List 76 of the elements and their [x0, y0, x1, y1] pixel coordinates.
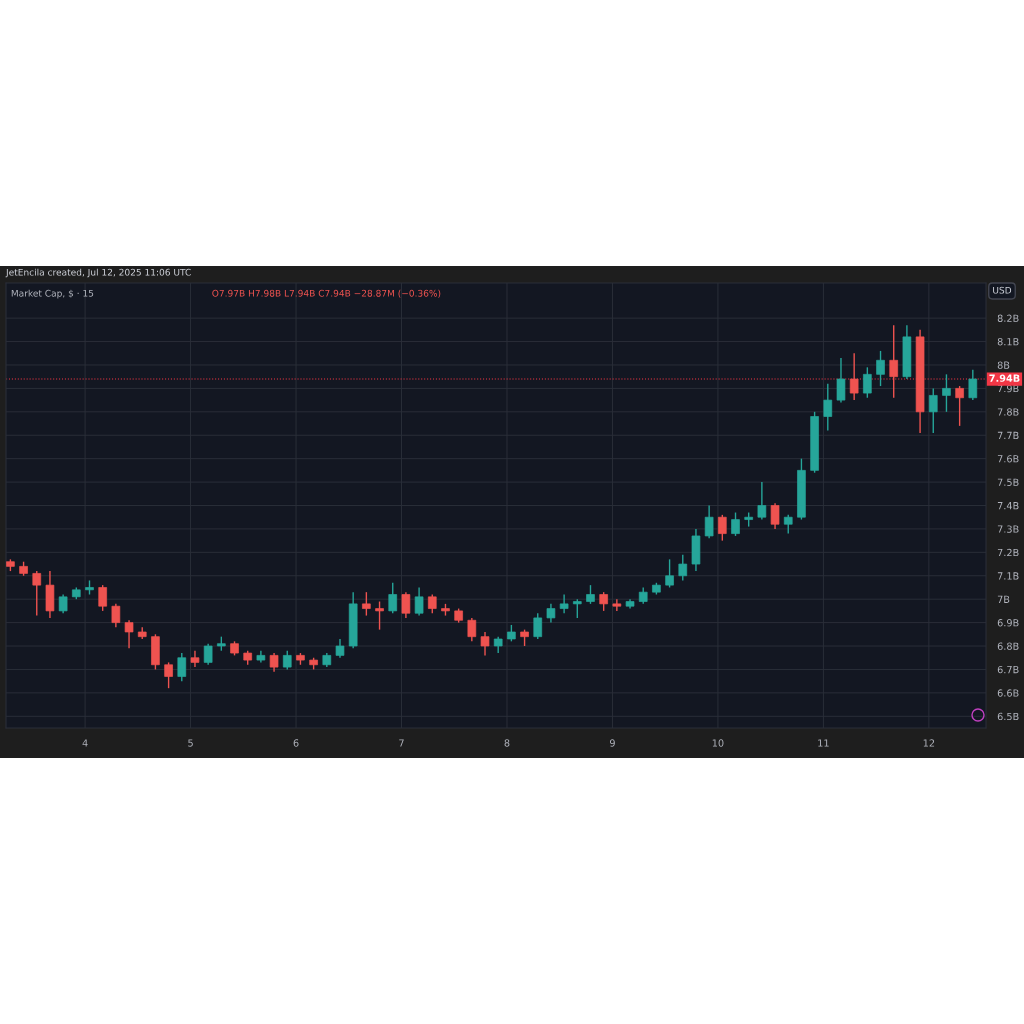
- candlestick: [928, 387, 938, 434]
- candlestick: [335, 638, 345, 659]
- candlestick: [942, 373, 951, 413]
- candlestick: [164, 661, 173, 689]
- y-tick-label: 7.6B: [997, 455, 1019, 463]
- y-tick-label: 7.7B: [997, 431, 1019, 439]
- candlestick: [968, 368, 978, 401]
- candlestick: [573, 598, 582, 619]
- candlestick: [362, 591, 371, 617]
- x-tick-label: 10: [712, 739, 724, 747]
- candlestick: [678, 553, 688, 582]
- x-tick-label: 4: [82, 739, 88, 747]
- x-tick-label: 7: [399, 739, 404, 747]
- candlestick: [889, 324, 899, 399]
- y-tick-label: 7.2B: [997, 548, 1019, 557]
- candlestick: [849, 352, 859, 401]
- candlestick: [269, 652, 279, 673]
- y-tick-label: 6.7B: [997, 665, 1019, 674]
- x-tick-label: 6: [293, 739, 299, 747]
- text: JetEncila created, Jul 12, 2025 11:06 UTC: [5, 268, 191, 278]
- candlestick: [375, 600, 384, 631]
- candlestick: [467, 617, 477, 643]
- candlestick: [612, 598, 622, 612]
- y-tick-label: 6.9B: [997, 619, 1019, 627]
- y-tick-label: 7.9B: [997, 384, 1019, 393]
- candlestick: [124, 619, 134, 650]
- y-tick-label: 6.6B: [997, 689, 1019, 697]
- candlestick: [823, 383, 833, 432]
- candlestick: [282, 650, 292, 671]
- y-tick-label: 8.1B: [997, 338, 1019, 346]
- candlestick: [783, 514, 793, 535]
- candlestick: [98, 584, 107, 612]
- y-tick-label: 6.8B: [997, 642, 1019, 650]
- x-tick-label: 12: [923, 739, 935, 747]
- y-tick-label: 7.5B: [997, 478, 1019, 486]
- candlestick: [414, 586, 424, 617]
- candlestick: [203, 642, 213, 666]
- candlestick: [111, 603, 121, 628]
- candlestick: [546, 603, 556, 624]
- y-tick-label: 7B: [997, 595, 1010, 603]
- annotation: O7.97B H7.98B L7.94B C7.94B −28.87M (−0.36%): [212, 289, 441, 298]
- candlestick: [876, 350, 885, 387]
- candlestick: [665, 558, 674, 589]
- y-tick-label: 8B: [997, 361, 1010, 369]
- y-tick-label: 7.8B: [997, 408, 1019, 416]
- candlestick: [770, 502, 780, 530]
- candlestick: [388, 582, 398, 614]
- candlestick: [177, 652, 187, 682]
- candlestick: [955, 385, 964, 427]
- candlestick: [718, 514, 727, 542]
- candlestick: [559, 593, 569, 614]
- x-tick-label: 11: [818, 739, 829, 747]
- candlestick: [731, 511, 740, 537]
- text: USD: [993, 286, 1012, 294]
- candlestick: [32, 570, 42, 617]
- candlestick: [704, 504, 714, 539]
- x-tick-label: 9: [609, 739, 615, 747]
- y-tick-label: 8.2B: [997, 314, 1019, 322]
- candlestick: [427, 593, 437, 614]
- x-tick-label: 8: [504, 739, 510, 747]
- candlestick: [836, 357, 846, 404]
- candlestick: [533, 612, 543, 640]
- y-tick-label: 7.4B: [997, 502, 1019, 510]
- x-tick-label: 5: [188, 739, 193, 747]
- candlestick: [480, 631, 490, 657]
- candlestick: [599, 591, 608, 612]
- y-tick-label: 7.3B: [997, 525, 1019, 533]
- y-tick-label: 7.1B: [997, 572, 1019, 580]
- candlestick: [757, 481, 767, 521]
- text: Market Cap, $ · 15: [11, 289, 94, 299]
- candlestick: [586, 584, 595, 605]
- candlestick: [401, 591, 411, 619]
- ref-line-label: 7.94B: [989, 374, 1020, 382]
- candlestick: [58, 593, 68, 614]
- candlestick: [863, 366, 872, 399]
- y-tick-label: 6.5B: [997, 712, 1019, 721]
